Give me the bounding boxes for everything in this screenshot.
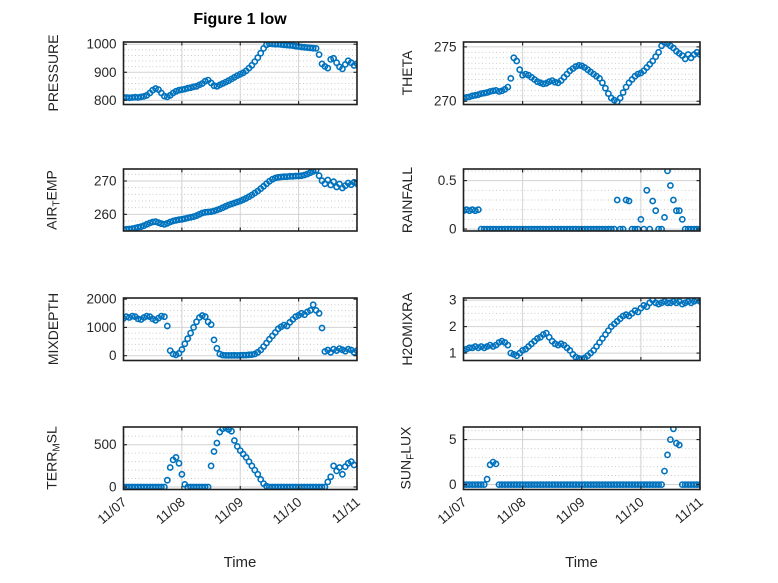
subplot-theta: 270 275 [434, 39, 701, 109]
ytick-label: 0 [449, 477, 457, 492]
ytick-label: 2 [449, 319, 457, 334]
ytick-label: 0 [449, 222, 457, 237]
subplot-airtemp: 260 270 [94, 168, 358, 232]
ytick-label: 0.5 [438, 173, 457, 188]
ytick-label: 500 [94, 437, 117, 452]
ytick-label: 2000 [86, 292, 116, 307]
ytick-label: 260 [94, 207, 117, 222]
ytick-label: 1000 [86, 320, 116, 335]
subplot-terrmsl-ticks [122, 427, 358, 490]
xtick-label: 11/10 [270, 494, 305, 527]
subplot-sunflux-ticks [462, 427, 701, 490]
subplot-rainfall-ticks [462, 169, 701, 231]
subplot-mixdepth-markers [123, 301, 357, 359]
xtick-label: 11/11 [329, 494, 363, 526]
ytick-label: 0 [109, 479, 117, 494]
ytick-label: 270 [434, 94, 457, 109]
xtick-label: 11/09 [211, 494, 246, 527]
xtick-label: 11/08 [153, 494, 188, 527]
xlabel-time-left: Time [223, 554, 257, 571]
ylabel-rainfall: RAINFALL [399, 166, 415, 234]
subplot-pressure-ticks [122, 42, 358, 105]
ylabel-airtemp: AIRTEMP [43, 170, 63, 230]
xtick-label: 11/09 [553, 494, 588, 527]
subplot-theta-ticks [462, 42, 701, 105]
ytick-label: 900 [94, 65, 117, 80]
subplot-terrmsl-markers [123, 427, 357, 490]
ytick-label: 270 [94, 174, 117, 189]
subplot-h2omixra-ticks [462, 298, 701, 361]
subplot-theta-markers [463, 42, 700, 105]
subplot-rainfall-markers [463, 169, 700, 231]
ylabel-sunflux: SUNFLUX [397, 426, 417, 490]
ytick-label: 5 [449, 432, 457, 447]
subplot-airtemp-ticks [122, 169, 358, 231]
ylabel-theta: THETA [399, 50, 415, 96]
figure-title: Figure 1 low [193, 11, 287, 28]
ytick-label: 0 [109, 348, 117, 363]
ylabel-h2omixra: H2OMIXRA [399, 292, 415, 366]
ytick-label: 800 [94, 93, 117, 108]
xtick-label: 11/07 [435, 494, 470, 527]
subplot-airtemp-markers [123, 169, 357, 231]
subplot-h2omixra: 1 2 3 [449, 293, 701, 362]
ytick-label: 3 [449, 293, 457, 308]
subplot-pressure: 800 900 1000 [86, 37, 358, 108]
ylabel-mixdepth: MIXDEPTH [45, 293, 61, 366]
ytick-label: 275 [434, 39, 457, 54]
subplot-sunflux-markers [463, 427, 700, 488]
ytick-label: 1 [449, 346, 457, 361]
subplot-mixdepth: 0 1000 2000 [86, 292, 358, 363]
xtick-label: 11/10 [612, 494, 647, 527]
ylabel-terrmsl: TERRMSL [43, 426, 63, 491]
subplot-terrmsl: 0 500 11/07 11/08 11/09 11/10 11/11 [94, 426, 363, 527]
xtick-label: 11/11 [672, 494, 706, 526]
xtick-label: 11/07 [95, 494, 130, 527]
subplot-sunflux: 0 5 11/07 11/08 11/09 11/10 11/11 [435, 426, 706, 527]
ylabel-pressure: PRESSURE [45, 34, 61, 112]
subplot-rainfall: 00.5 [438, 168, 701, 237]
subplot-mixdepth-ticks [122, 298, 358, 361]
ytick-label: 1000 [86, 37, 116, 52]
xlabel-time-right: Time [565, 554, 598, 571]
xtick-label: 11/08 [494, 494, 529, 527]
